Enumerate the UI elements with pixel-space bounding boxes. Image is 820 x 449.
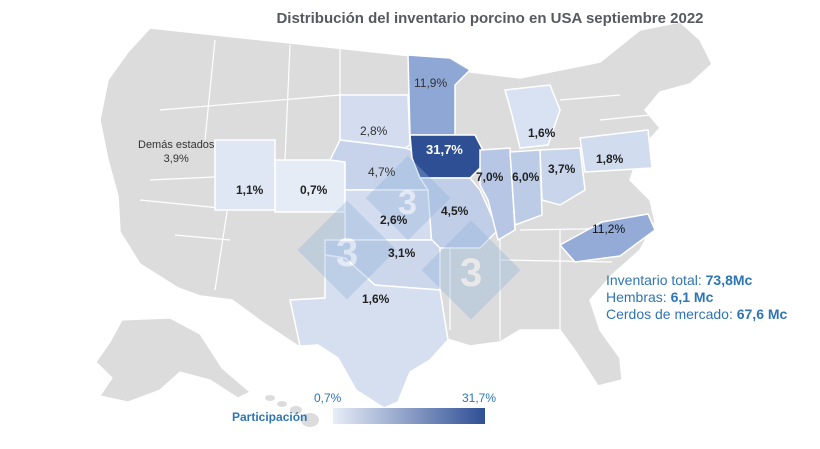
legend-title: Participación xyxy=(232,410,308,424)
state-shapes xyxy=(214,54,656,409)
label-north-carolina: 11,2% xyxy=(592,222,626,236)
svg-text:3: 3 xyxy=(398,184,417,222)
label-south-dakota: 2,8% xyxy=(360,124,388,138)
label-ohio: 3,7% xyxy=(548,162,576,176)
south-dakota-shape xyxy=(339,94,411,149)
label-illinois: 7,0% xyxy=(476,170,504,184)
state-borders xyxy=(139,39,651,340)
label-missouri: 4,5% xyxy=(441,204,469,218)
label-oklahoma: 3,1% xyxy=(388,246,416,260)
stat-sows: Hembras: 6,1 Mc xyxy=(606,289,787,306)
other-states-value: 3,9% xyxy=(163,153,189,165)
label-utah: 1,1% xyxy=(236,183,264,197)
ohio-shape xyxy=(539,147,586,206)
svg-text:3: 3 xyxy=(336,231,358,275)
label-texas: 1,6% xyxy=(362,292,390,306)
stat-total-label: Inventario total: xyxy=(606,272,702,288)
illinois-shape xyxy=(479,147,516,242)
alaska-shape xyxy=(95,317,252,403)
legend-min: 0,7% xyxy=(314,391,342,405)
other-states-text: Demás estados xyxy=(138,139,215,151)
map-title: Distribución del inventario porcino en U… xyxy=(276,10,704,27)
stat-sows-label: Hembras: xyxy=(606,289,667,305)
label-pennsylvania: 1,8% xyxy=(596,152,624,166)
stat-sows-value: 6,1 Mc xyxy=(670,289,714,305)
svg-text:3: 3 xyxy=(460,251,482,295)
missouri-shape xyxy=(418,177,499,249)
north-carolina-shape xyxy=(558,213,656,263)
legend-gradient-bar xyxy=(333,408,485,424)
hawaii-shape xyxy=(265,395,319,427)
stat-market: Cerdos de mercado: 67,6 Mc xyxy=(606,306,787,323)
stat-market-value: 67,6 Mc xyxy=(736,306,788,322)
inventory-stats: Inventario total: 73,8Mc Hembras: 6,1 Mc… xyxy=(606,272,787,323)
indiana-shape xyxy=(509,149,543,227)
pennsylvania-shape xyxy=(579,129,653,173)
label-kansas: 2,6% xyxy=(380,213,408,227)
stat-market-label: Cerdos de mercado: xyxy=(606,306,733,322)
label-colorado: 0,7% xyxy=(300,183,328,197)
michigan-shape xyxy=(504,84,561,149)
stat-total: Inventario total: 73,8Mc xyxy=(606,272,787,289)
label-indiana: 6,0% xyxy=(512,170,540,184)
other-states-label: Demás estados 3,9% xyxy=(138,138,214,166)
stat-total-value: 73,8Mc xyxy=(705,272,753,288)
texas-shape xyxy=(289,254,449,409)
utah-shape xyxy=(214,139,276,211)
label-michigan: 1,6% xyxy=(528,126,556,140)
label-iowa: 31,7% xyxy=(426,142,463,157)
label-minnesota: 11,9% xyxy=(414,76,448,90)
colorado-shape xyxy=(274,159,346,213)
legend-max: 31,7% xyxy=(462,391,497,405)
label-nebraska: 4,7% xyxy=(368,165,396,179)
